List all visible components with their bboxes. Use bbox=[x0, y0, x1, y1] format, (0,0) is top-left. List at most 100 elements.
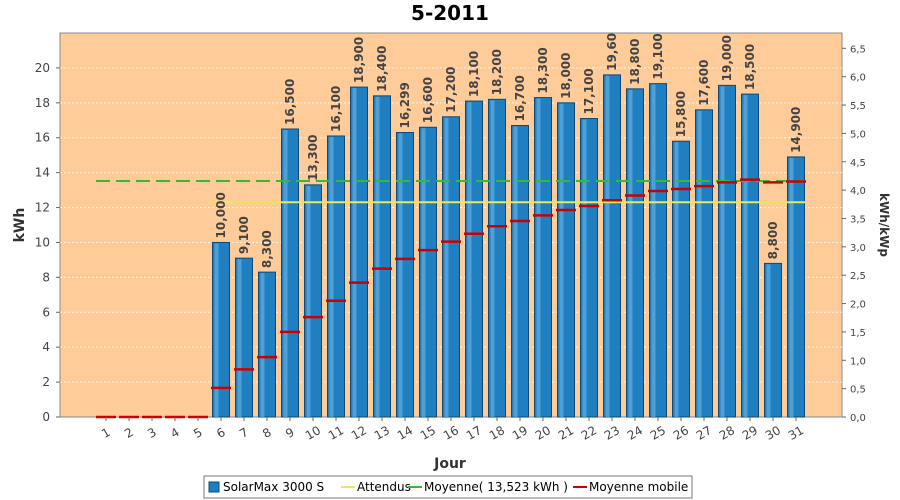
data-label: 15,800 bbox=[674, 91, 688, 137]
x-axis: 1 2 3 4 5 6 7 8 9 10 11 12 13 14 15 16 17 18 19 20 21 22 23 24 2… bbox=[99, 417, 806, 443]
data-labels: 10,000 9,100 8,300 16,500 13,300 16,100 18,900… bbox=[214, 33, 803, 268]
left-tick-label: 20 bbox=[35, 61, 50, 75]
legend-label: Attendus bbox=[357, 480, 411, 494]
data-label: 18,500 bbox=[743, 44, 757, 90]
bar-highlight bbox=[536, 98, 541, 417]
x-tick-label: 9 bbox=[283, 425, 297, 441]
legend-frame bbox=[203, 475, 693, 499]
left-tick-label: 8 bbox=[42, 270, 50, 284]
right-tick-label: 3,0 bbox=[850, 243, 866, 254]
left-tick-label: 2 bbox=[42, 375, 50, 389]
data-label: 18,400 bbox=[375, 46, 389, 92]
left-tick-label: 6 bbox=[42, 305, 50, 319]
x-tick-label: 25 bbox=[648, 423, 668, 443]
data-label: 10,000 bbox=[214, 192, 228, 238]
bar-highlight bbox=[513, 126, 518, 417]
chart-title: 5-2011 bbox=[411, 1, 489, 25]
x-tick-label: 10 bbox=[303, 423, 323, 443]
data-label: 8,800 bbox=[766, 221, 780, 259]
right-tick-label: 5,0 bbox=[850, 129, 866, 140]
data-label: 18,300 bbox=[536, 47, 550, 93]
x-tick-label: 3 bbox=[145, 425, 159, 441]
x-tick-label: 29 bbox=[740, 423, 760, 443]
data-label: 18,100 bbox=[467, 51, 481, 97]
x-tick-label: 8 bbox=[260, 425, 274, 441]
bar-highlight bbox=[628, 89, 633, 417]
data-label: 14,900 bbox=[789, 107, 803, 153]
data-label: 16,600 bbox=[421, 77, 435, 123]
x-tick-label: 5 bbox=[191, 425, 205, 441]
right-tick-label: 6,0 bbox=[850, 73, 866, 84]
x-tick-label: 26 bbox=[671, 423, 691, 443]
legend-swatch bbox=[208, 481, 220, 493]
data-label: 18,200 bbox=[490, 49, 504, 95]
data-label: 13,300 bbox=[306, 135, 320, 181]
data-label: 16,700 bbox=[513, 75, 527, 121]
data-label: 17,600 bbox=[697, 59, 711, 105]
right-axis: 0,0 0,5 1,0 1,5 2,0 2,5 3,0 3,5 4,0 4,5 5,0 5,5 6,0 6… bbox=[842, 44, 866, 424]
legend-label: Moyenne mobile bbox=[589, 480, 688, 494]
data-label: 16,500 bbox=[283, 79, 297, 125]
line-series bbox=[96, 178, 806, 419]
bar-highlight bbox=[674, 142, 679, 417]
bar-highlight bbox=[582, 119, 587, 417]
bar-highlight bbox=[329, 136, 334, 417]
legend: SolarMax 3000 S Attendus Moyenne( 13,523 k… bbox=[203, 475, 693, 499]
x-tick-label: 24 bbox=[625, 423, 645, 443]
x-tick-label: 23 bbox=[602, 423, 622, 443]
right-tick-label: 1,5 bbox=[850, 328, 866, 339]
bar-highlight bbox=[352, 88, 357, 417]
right-tick-label: 2,5 bbox=[850, 271, 866, 282]
x-tick-label: 13 bbox=[372, 423, 392, 443]
bar-highlight bbox=[766, 264, 771, 417]
right-tick-label: 4,5 bbox=[850, 158, 866, 169]
right-tick-label: 3,5 bbox=[850, 214, 866, 225]
bar-highlight bbox=[789, 157, 794, 417]
bar-highlight bbox=[375, 96, 380, 417]
bar-highlight bbox=[398, 133, 403, 417]
data-label: 19,100 bbox=[651, 33, 665, 79]
legend-label: Moyenne( 13,523 kWh ) bbox=[424, 480, 568, 494]
bar-highlight bbox=[467, 102, 472, 417]
right-tick-label: 0,5 bbox=[850, 385, 866, 396]
x-tick-label: 22 bbox=[579, 423, 599, 443]
x-tick-label: 6 bbox=[214, 425, 228, 441]
left-tick-label: 12 bbox=[35, 201, 50, 215]
bar-highlight bbox=[559, 103, 564, 418]
bar-highlight bbox=[306, 185, 311, 417]
data-label: 17,200 bbox=[444, 66, 458, 112]
right-tick-label: 4,0 bbox=[850, 186, 866, 197]
x-tick-label: 18 bbox=[487, 423, 507, 443]
x-tick-label: 15 bbox=[418, 423, 438, 443]
data-label: 9,100 bbox=[237, 216, 251, 254]
left-tick-label: 18 bbox=[35, 96, 50, 110]
bar-highlight bbox=[651, 84, 656, 418]
right-tick-label: 2,0 bbox=[850, 300, 866, 311]
x-tick-label: 30 bbox=[763, 423, 783, 443]
right-tick-label: 0,0 bbox=[850, 413, 866, 424]
x-tick-label: 27 bbox=[694, 423, 714, 443]
y-axis-title: kWh bbox=[12, 208, 28, 243]
left-tick-label: 14 bbox=[35, 166, 50, 180]
x-tick-label: 21 bbox=[556, 423, 576, 443]
bar-highlight bbox=[490, 100, 495, 417]
left-tick-label: 10 bbox=[35, 235, 50, 249]
right-tick-label: 5,5 bbox=[850, 101, 866, 112]
x-tick-label: 11 bbox=[326, 423, 346, 443]
x-tick-label: 16 bbox=[441, 423, 461, 443]
data-label: 16,100 bbox=[329, 86, 343, 132]
right-tick-label: 6,5 bbox=[850, 44, 866, 55]
y-axis-right-title: kWh/kWp bbox=[877, 193, 891, 257]
x-tick-label: 4 bbox=[168, 425, 182, 441]
x-tick-label: 1 bbox=[99, 425, 113, 441]
data-label: 18,000 bbox=[559, 53, 573, 99]
data-label: 16,299 bbox=[398, 82, 412, 128]
x-tick-label: 7 bbox=[237, 425, 251, 441]
data-label: 18,900 bbox=[352, 37, 366, 83]
x-axis-title: Jour bbox=[433, 456, 466, 472]
x-tick-label: 14 bbox=[395, 423, 415, 443]
data-label: 17,100 bbox=[582, 68, 596, 114]
x-tick-label: 20 bbox=[533, 423, 553, 443]
bar-highlight bbox=[444, 117, 449, 418]
